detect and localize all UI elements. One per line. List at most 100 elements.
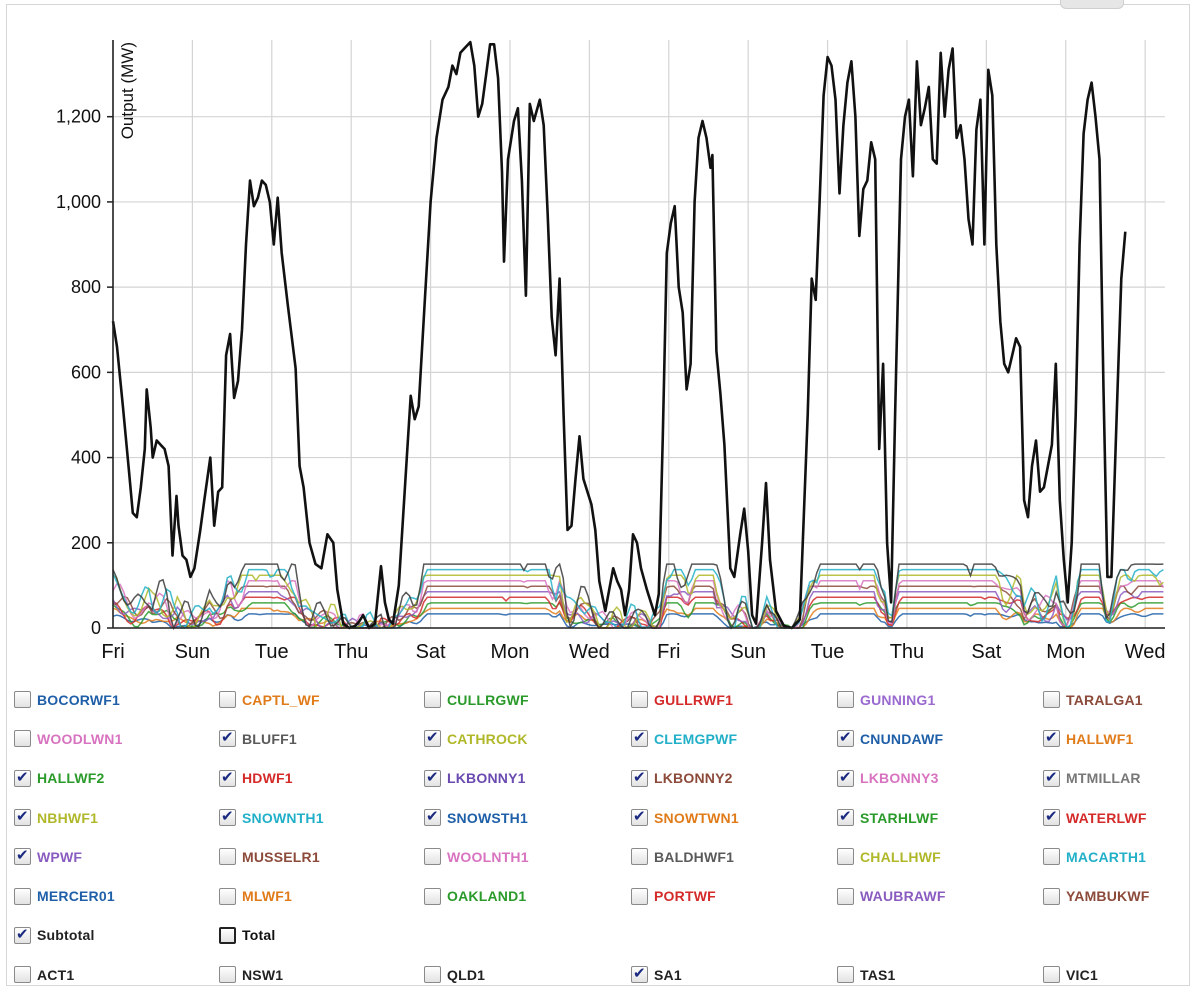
legend-checkbox[interactable] xyxy=(424,768,441,787)
legend-item[interactable]: TAS1 xyxy=(837,955,1043,994)
y-tick-label: 200 xyxy=(71,533,101,553)
legend-checkbox[interactable] xyxy=(424,728,441,748)
legend-checkbox[interactable] xyxy=(14,846,31,866)
legend-checkbox[interactable] xyxy=(424,691,441,709)
legend-checkbox[interactable] xyxy=(219,887,236,905)
legend-item[interactable]: Subtotal xyxy=(14,916,219,955)
legend-item[interactable]: NSW1 xyxy=(219,955,424,994)
legend-checkbox[interactable] xyxy=(14,887,31,905)
legend-checkbox[interactable] xyxy=(1043,728,1060,748)
legend-checkbox[interactable] xyxy=(1043,691,1060,709)
legend-item[interactable]: Total xyxy=(219,916,424,955)
legend-item[interactable]: SNOWNTH1 xyxy=(219,798,424,837)
legend-item[interactable]: WATERLWF xyxy=(1043,798,1184,837)
legend-item[interactable]: ACT1 xyxy=(14,955,219,994)
legend-item[interactable]: OAKLAND1 xyxy=(424,876,631,915)
legend-item[interactable]: SA1 xyxy=(631,955,837,994)
legend-item[interactable]: MLWF1 xyxy=(219,876,424,915)
legend-checkbox[interactable] xyxy=(14,807,31,827)
legend-checkbox[interactable] xyxy=(424,848,441,866)
legend-checkbox[interactable] xyxy=(14,691,31,709)
legend-checkbox[interactable] xyxy=(1043,768,1060,787)
panel-menu-button[interactable] xyxy=(1060,0,1124,9)
legend-label: GULLRWF1 xyxy=(654,691,734,708)
legend-checkbox[interactable] xyxy=(631,964,648,984)
legend-checkbox[interactable] xyxy=(14,925,31,944)
legend-item[interactable]: NBHWF1 xyxy=(14,798,219,837)
legend-item[interactable]: MUSSELR1 xyxy=(219,837,424,876)
legend-item[interactable]: BLUFF1 xyxy=(219,719,424,758)
legend-item[interactable]: WPWF xyxy=(14,837,219,876)
legend-checkbox[interactable] xyxy=(219,691,236,709)
legend-checkbox[interactable] xyxy=(631,887,648,905)
legend-item[interactable]: SNOWSTH1 xyxy=(424,798,631,837)
legend-item[interactable]: CHALLHWF xyxy=(837,837,1043,876)
legend-checkbox[interactable] xyxy=(1043,887,1060,905)
legend-checkbox[interactable] xyxy=(424,887,441,905)
legend-checkbox[interactable] xyxy=(219,848,236,866)
legend-item[interactable]: PORTWF xyxy=(631,876,837,915)
legend-checkbox[interactable] xyxy=(631,768,648,787)
legend-item[interactable]: WAUBRAWF xyxy=(837,876,1043,915)
y-axis-title: Output (MW) xyxy=(118,42,137,139)
legend-item[interactable]: CULLRGWF xyxy=(424,680,631,719)
legend-checkbox[interactable] xyxy=(631,728,648,748)
legend-item[interactable]: VIC1 xyxy=(1043,955,1184,994)
legend-item[interactable]: GUNNING1 xyxy=(837,680,1043,719)
legend-checkbox[interactable] xyxy=(424,966,441,984)
legend-item[interactable]: GULLRWF1 xyxy=(631,680,837,719)
legend-item[interactable]: CATHROCK xyxy=(424,719,631,758)
legend-item[interactable]: BALDHWF1 xyxy=(631,837,837,876)
legend-checkbox[interactable] xyxy=(219,966,236,984)
legend-checkbox[interactable] xyxy=(14,966,31,984)
x-tick-label: Sun xyxy=(730,641,766,663)
legend-item[interactable]: CNUNDAWF xyxy=(837,719,1043,758)
legend-spacer xyxy=(837,916,1043,955)
legend-item[interactable]: LKBONNY3 xyxy=(837,759,1043,798)
legend-checkbox[interactable] xyxy=(837,966,854,984)
legend-item[interactable]: MACARTH1 xyxy=(1043,837,1184,876)
legend-checkbox[interactable] xyxy=(1043,966,1060,984)
legend-checkbox[interactable] xyxy=(837,728,854,748)
legend-checkbox[interactable] xyxy=(837,691,854,709)
legend-checkbox[interactable] xyxy=(837,887,854,905)
legend-checkbox[interactable] xyxy=(837,848,854,866)
legend-checkbox[interactable] xyxy=(631,848,648,866)
legend-checkbox[interactable] xyxy=(219,807,236,827)
legend-checkbox[interactable] xyxy=(219,768,236,787)
legend-label: MTMILLAR xyxy=(1066,770,1141,787)
legend-checkbox[interactable] xyxy=(219,728,236,748)
legend-item[interactable]: SNOWTWN1 xyxy=(631,798,837,837)
legend-checkbox[interactable] xyxy=(837,768,854,787)
legend-checkbox[interactable] xyxy=(14,768,31,787)
legend-item[interactable]: LKBONNY1 xyxy=(424,759,631,798)
legend-item[interactable]: HALLWF1 xyxy=(1043,719,1184,758)
legend-checkbox[interactable] xyxy=(837,807,854,827)
legend-checkbox[interactable] xyxy=(631,807,648,827)
legend-label: MUSSELR1 xyxy=(242,848,320,865)
legend-label: SNOWTWN1 xyxy=(654,809,739,826)
legend-item[interactable]: BOCORWF1 xyxy=(14,680,219,719)
legend-item[interactable]: HDWF1 xyxy=(219,759,424,798)
legend-item[interactable]: WOOLNTH1 xyxy=(424,837,631,876)
legend-label: BOCORWF1 xyxy=(37,691,121,708)
legend-checkbox[interactable] xyxy=(1043,807,1060,827)
legend-item[interactable]: MTMILLAR xyxy=(1043,759,1184,798)
legend-item[interactable]: STARHLWF xyxy=(837,798,1043,837)
legend-checkbox[interactable] xyxy=(14,730,31,748)
legend-item[interactable]: HALLWF2 xyxy=(14,759,219,798)
legend-checkbox[interactable] xyxy=(1043,848,1060,866)
legend-item[interactable]: LKBONNY2 xyxy=(631,759,837,798)
legend-item[interactable]: MERCER01 xyxy=(14,876,219,915)
legend-checkbox[interactable] xyxy=(631,691,648,709)
legend-item[interactable]: WOODLWN1 xyxy=(14,719,219,758)
legend-checkbox[interactable] xyxy=(424,807,441,827)
legend-item[interactable]: CLEMGPWF xyxy=(631,719,837,758)
legend-item[interactable]: TARALGA1 xyxy=(1043,680,1184,719)
legend-label: MACARTH1 xyxy=(1066,848,1147,865)
legend-item[interactable]: YAMBUKWF xyxy=(1043,876,1184,915)
legend-item[interactable]: CAPTL_WF xyxy=(219,680,424,719)
legend-checkbox[interactable] xyxy=(219,926,236,944)
unit-series-line xyxy=(112,585,1164,629)
legend-item[interactable]: QLD1 xyxy=(424,955,631,994)
